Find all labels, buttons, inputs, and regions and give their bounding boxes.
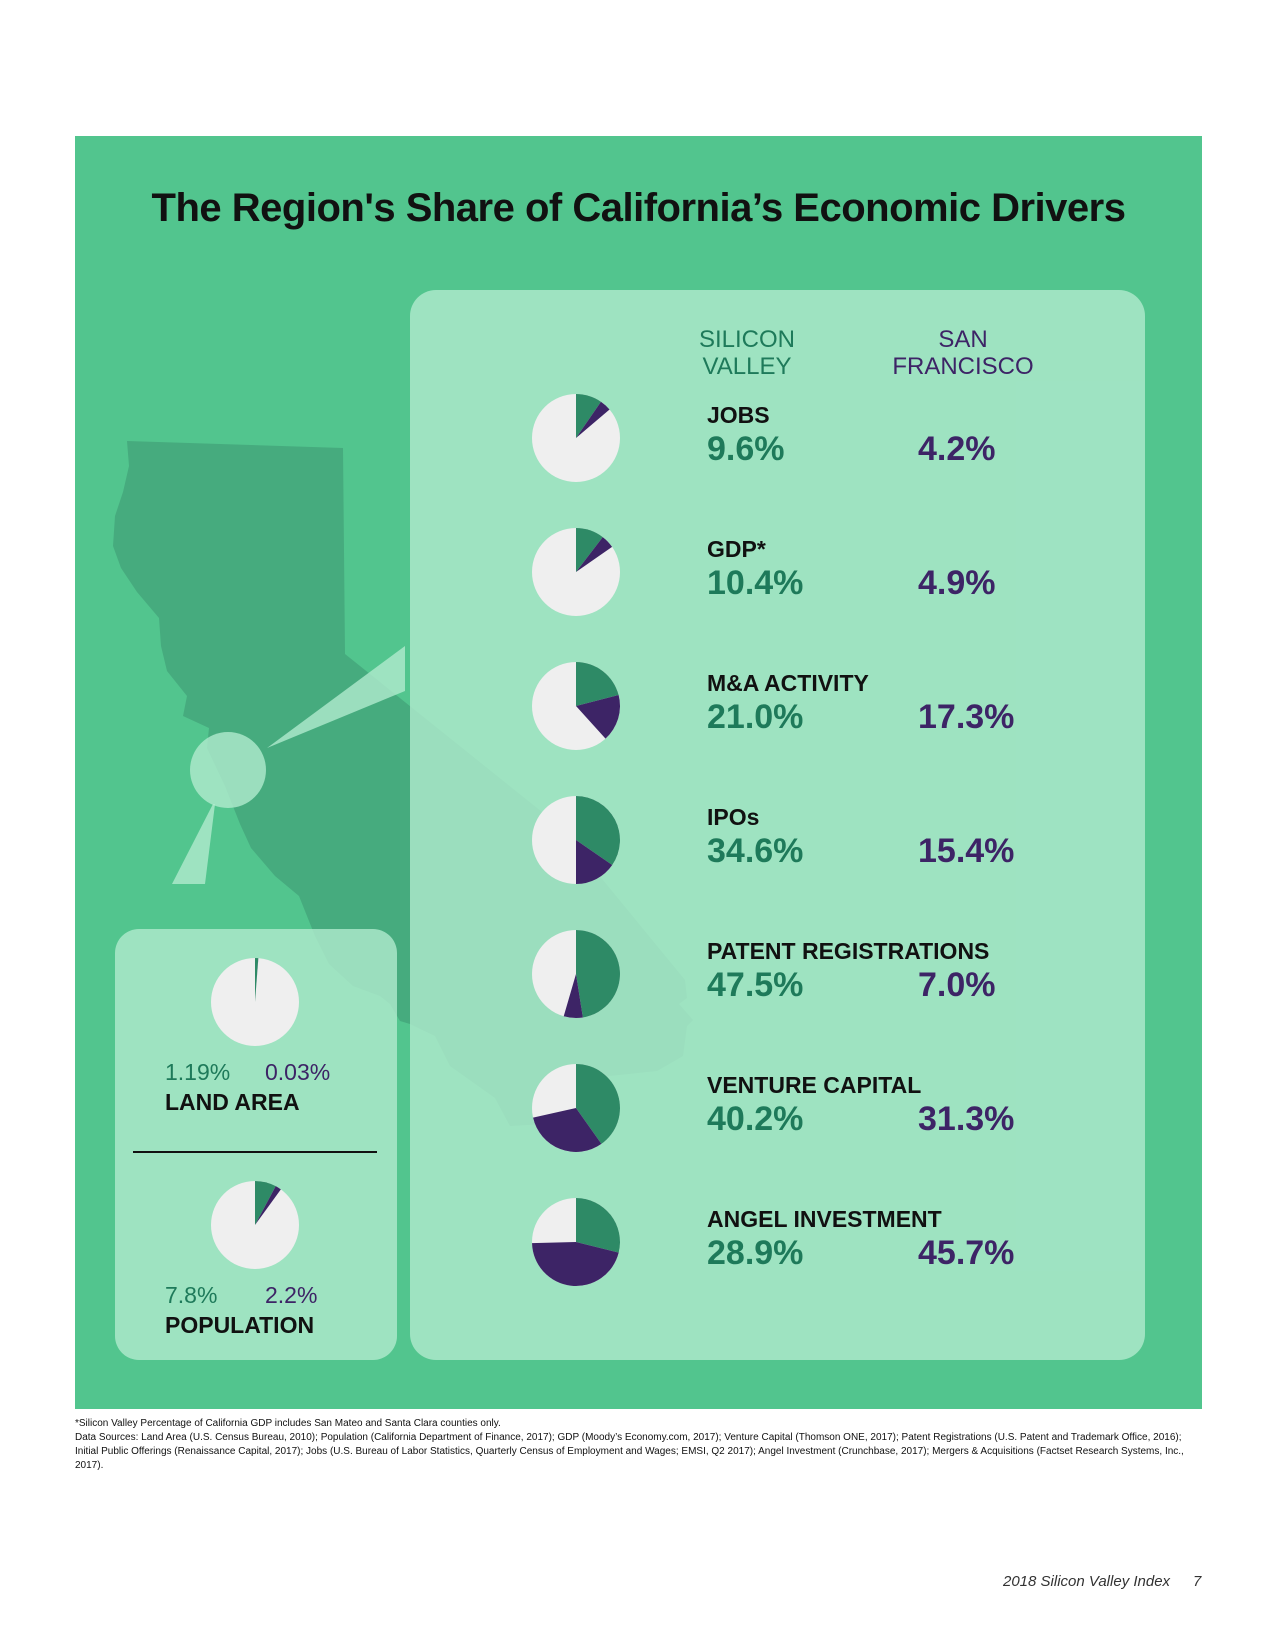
sv-value-jobs: 9.6% bbox=[707, 430, 785, 468]
metric-label-gdp: GDP* bbox=[707, 536, 766, 562]
pie-slice-silicon-valley bbox=[576, 930, 621, 1018]
sv-value-land-area: 1.19% bbox=[165, 1059, 231, 1085]
pie-slice-san-francisco bbox=[563, 974, 583, 1018]
sf-value-ipos: 15.4% bbox=[918, 832, 1015, 870]
pie-slice-san-francisco bbox=[576, 695, 620, 739]
sf-value-ma-activity: 17.3% bbox=[918, 698, 1015, 736]
pie-slice-silicon-valley bbox=[576, 1064, 620, 1144]
sf-value-jobs: 4.2% bbox=[918, 430, 996, 468]
pie-slice-silicon-valley bbox=[255, 958, 259, 1002]
divider bbox=[133, 1151, 377, 1153]
metric-label-ma-activity: M&A ACTIVITY bbox=[707, 670, 869, 696]
page-number: 7 bbox=[1193, 1573, 1202, 1590]
regional-share-callout bbox=[410, 290, 1145, 1360]
sv-value-population: 7.8% bbox=[165, 1282, 218, 1308]
pie-slice-silicon-valley bbox=[576, 662, 619, 706]
page-title: The Region's Share of California’s Econo… bbox=[151, 186, 1126, 230]
metric-label-venture-capital: VENTURE CAPITAL bbox=[707, 1072, 922, 1098]
callout-pointer-right bbox=[267, 646, 405, 748]
column-header-line: SAN bbox=[938, 326, 988, 353]
footnote: *Silicon Valley Percentage of California… bbox=[75, 1417, 1205, 1473]
pie-slice-san-francisco bbox=[255, 958, 259, 1002]
callout-pointer-left bbox=[172, 804, 215, 884]
footnote-sources: Data Sources: Land Area (U.S. Census Bur… bbox=[75, 1432, 1184, 1471]
pie-ipos bbox=[532, 796, 620, 884]
pie-slice-san-francisco bbox=[255, 1186, 281, 1225]
pie-slice-san-francisco bbox=[576, 537, 613, 572]
pie-slice-silicon-valley bbox=[576, 394, 601, 438]
metric-label-jobs: JOBS bbox=[707, 402, 770, 428]
pie-ma-activity bbox=[532, 662, 620, 750]
sv-value-ma-activity: 21.0% bbox=[707, 698, 804, 736]
sf-value-venture-capital: 31.3% bbox=[918, 1100, 1015, 1138]
sf-value-patent-registrations: 7.0% bbox=[918, 966, 996, 1004]
pie-venture-capital bbox=[532, 1064, 620, 1152]
sf-value-land-area: 0.03% bbox=[265, 1059, 331, 1085]
pie-gdp bbox=[532, 528, 620, 616]
pie-slice-san-francisco bbox=[533, 1108, 602, 1152]
column-header-line: FRANCISCO bbox=[892, 353, 1034, 380]
metric-label-angel-investment: ANGEL INVESTMENT bbox=[707, 1206, 942, 1232]
pie-patent-registrations bbox=[532, 930, 621, 1018]
sf-value-gdp: 4.9% bbox=[918, 564, 996, 602]
infographic-panel: The Region's Share of California’s Econo… bbox=[75, 136, 1202, 1409]
pie-jobs bbox=[532, 394, 620, 482]
pie-population bbox=[211, 1181, 299, 1269]
column-header-san-francisco: SAN FRANCISCO bbox=[853, 326, 1073, 380]
pie-slice-silicon-valley bbox=[576, 528, 603, 572]
pie-slice-san-francisco bbox=[532, 1242, 619, 1286]
column-header-line: SILICON bbox=[698, 326, 796, 353]
pie-slice-silicon-valley bbox=[255, 1181, 276, 1225]
pie-slice-san-francisco bbox=[576, 840, 613, 884]
sv-value-gdp: 10.4% bbox=[707, 564, 804, 602]
sf-value-population: 2.2% bbox=[265, 1282, 318, 1308]
metric-label-ipos: IPOs bbox=[707, 804, 760, 830]
pie-slice-san-francisco bbox=[576, 401, 610, 438]
column-header-line: VALLEY bbox=[702, 353, 792, 380]
sv-value-ipos: 34.6% bbox=[707, 832, 804, 870]
footnote-gdp: *Silicon Valley Percentage of California… bbox=[75, 1418, 501, 1429]
bay-area-highlight bbox=[190, 732, 266, 808]
sv-value-angel-investment: 28.9% bbox=[707, 1234, 804, 1272]
sf-value-angel-investment: 45.7% bbox=[918, 1234, 1015, 1272]
sv-value-patent-registrations: 47.5% bbox=[707, 966, 804, 1004]
pie-slice-silicon-valley bbox=[576, 1198, 620, 1253]
pie-angel-investment bbox=[532, 1198, 620, 1286]
pie-slice-silicon-valley bbox=[576, 796, 620, 865]
metric-label-population: POPULATION bbox=[165, 1312, 315, 1338]
pie-land-area bbox=[211, 958, 299, 1046]
metric-label-patent-registrations: PATENT REGISTRATIONS bbox=[707, 938, 990, 964]
column-header-silicon-valley: SILICON VALLEY bbox=[637, 326, 857, 380]
sv-value-venture-capital: 40.2% bbox=[707, 1100, 804, 1138]
metric-label-land-area: LAND AREA bbox=[165, 1089, 300, 1115]
publication-name: 2018 Silicon Valley Index bbox=[1003, 1573, 1171, 1590]
